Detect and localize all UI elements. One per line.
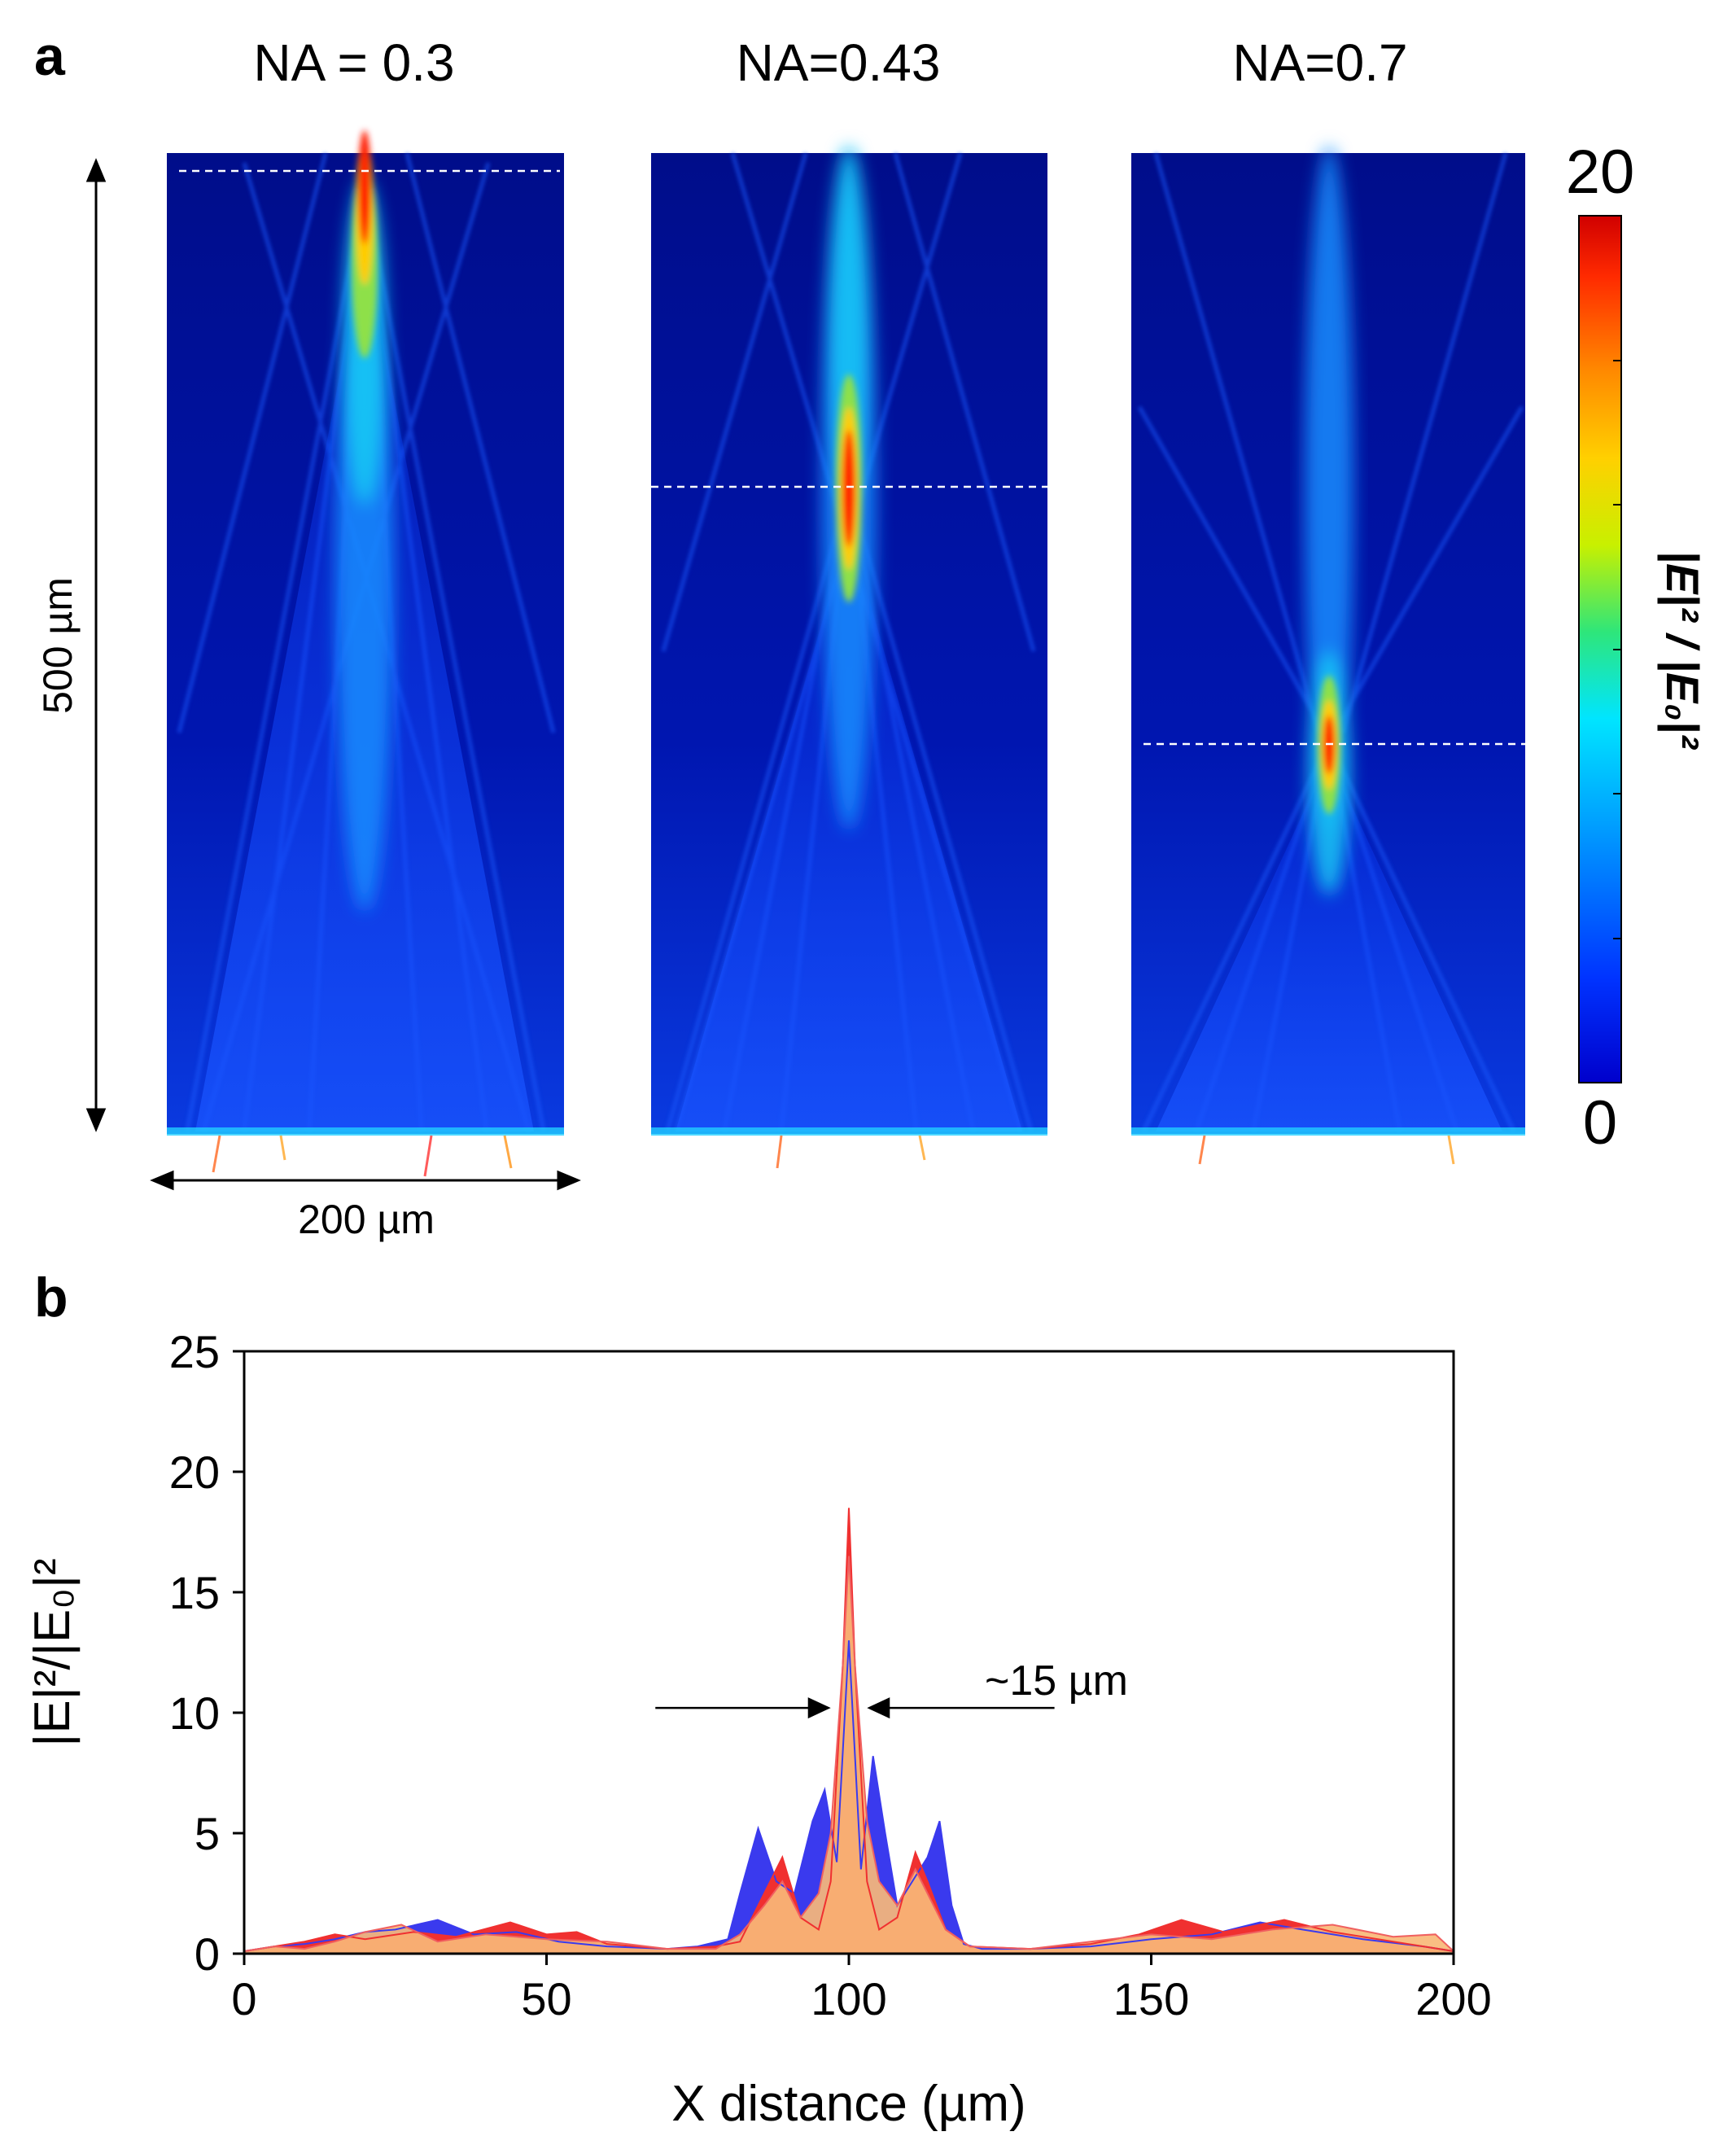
na-title-1: NA = 0.3	[253, 33, 455, 92]
x-axis-label: X distance (µm)	[671, 2076, 1025, 2132]
panel-a-label: a	[34, 25, 65, 87]
x-tick-label-50: 50	[521, 1973, 571, 2024]
na-title-2: NA=0.43	[736, 33, 941, 92]
series-fill-3	[244, 1556, 1454, 1954]
fwhm-annotation: ~15 µm	[985, 1657, 1128, 1705]
panel-b-chart: 0 50 100 150 200 0 5 10 15 20 25 X distance (µm) |…	[24, 1326, 1492, 2132]
panel-b-label: b	[34, 1267, 68, 1328]
height-scale-arrow	[85, 158, 107, 1132]
field-map-na-0.7	[1131, 147, 1525, 1165]
x-tick-label-200: 200	[1415, 1973, 1491, 2024]
colorbar-max-label: 20	[1566, 138, 1635, 207]
y-tick-label-10: 10	[169, 1687, 220, 1739]
x-tick-label-150: 150	[1113, 1973, 1189, 2024]
na-title-3: NA=0.7	[1232, 33, 1408, 92]
plot-area	[243, 1508, 1454, 1954]
field-map-na-0.3	[167, 130, 564, 1177]
colorbar: 20 0 |E|² / |E₀|²	[1566, 138, 1708, 1158]
width-scale-label: 200 µm	[298, 1197, 435, 1242]
height-scale-label: 500 µm	[35, 577, 81, 714]
series-line-3	[243, 1556, 1454, 1953]
field-map-na-0.43	[651, 147, 1047, 1169]
y-axis-label: |E|²/|E₀|²	[24, 1558, 81, 1746]
y-tick-label-5: 5	[195, 1808, 220, 1859]
fwhm-arrow-right-head	[867, 1697, 890, 1719]
y-tick-label-0: 0	[195, 1928, 220, 1980]
x-tick-label-100: 100	[811, 1973, 886, 2024]
chart-axes: 0 50 100 150 200 0 5 10 15 20 25	[169, 1326, 1492, 2024]
y-tick-label-20: 20	[169, 1447, 220, 1498]
width-scale-arrow	[150, 1170, 581, 1191]
x-tick-label-0: 0	[231, 1973, 256, 2024]
panel-a-field-maps: 500 µm 200 µm	[35, 130, 1708, 1242]
colorbar-label: |E|² / |E₀|²	[1657, 550, 1708, 750]
y-tick-label-15: 15	[169, 1567, 220, 1618]
y-tick-label-25: 25	[169, 1326, 220, 1377]
fwhm-arrow-left-head	[807, 1697, 831, 1719]
colorbar-min-label: 0	[1583, 1088, 1617, 1158]
series-line-1	[243, 1640, 1454, 1953]
